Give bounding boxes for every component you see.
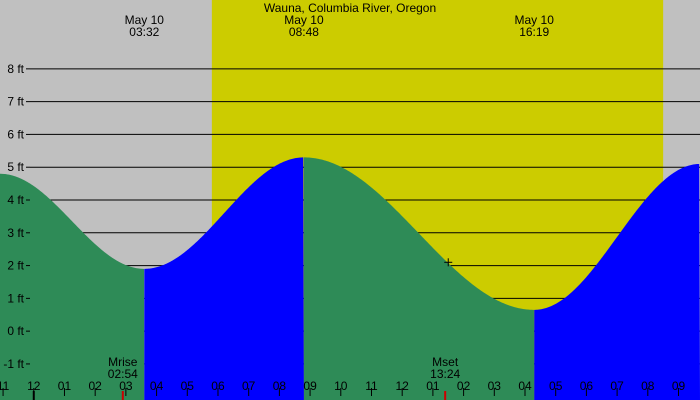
tide-extreme-time: 08:48 <box>289 25 319 39</box>
x-tick-label: 04 <box>150 379 164 393</box>
x-tick-label: 11 <box>365 379 378 393</box>
x-tick-label: 08 <box>273 379 287 393</box>
x-tick-label: 03 <box>119 379 133 393</box>
moon-event-tick <box>444 391 447 400</box>
rising-tide-segment <box>534 163 700 400</box>
moon-event-tick <box>121 391 124 400</box>
moon-event-label: Mset <box>432 355 459 369</box>
x-tick-label: 02 <box>88 379 102 393</box>
x-tick-label: 09 <box>672 379 686 393</box>
x-tick-label: 02 <box>457 379 471 393</box>
tide-extreme-date: May 10 <box>125 13 165 27</box>
x-tick-label: 12 <box>396 379 410 393</box>
x-tick-label: 08 <box>641 379 655 393</box>
x-tick-label: 04 <box>518 379 532 393</box>
chart-title: Wauna, Columbia River, Oregon <box>264 1 436 15</box>
falling-tide-segment <box>303 157 535 400</box>
y-tick-label: 1 ft <box>7 291 24 305</box>
x-tick-label: 01 <box>426 379 440 393</box>
falling-tide-segment <box>0 173 145 400</box>
tide-area <box>0 157 700 400</box>
tide-extreme-time: 16:19 <box>519 25 549 39</box>
x-tick-label: 12 <box>27 379 41 393</box>
rising-tide-segment <box>144 157 304 400</box>
x-tick-label: 07 <box>242 379 256 393</box>
y-tick-label: 7 ft <box>7 95 24 109</box>
tide-extreme-time: 03:32 <box>129 25 159 39</box>
x-tick-label: 05 <box>549 379 563 393</box>
x-tick-label: 05 <box>181 379 195 393</box>
y-tick-label: 3 ft <box>7 226 24 240</box>
y-tick-label: -1 ft <box>3 357 24 371</box>
y-tick-label: 0 ft <box>7 324 24 338</box>
x-tick-label: 11 <box>0 379 10 393</box>
current-time-marker <box>444 258 453 267</box>
tide-extreme-date: May 10 <box>515 13 555 27</box>
x-tick-label: 06 <box>580 379 594 393</box>
x-tick-label: 03 <box>488 379 502 393</box>
y-axis: 8 ft 7 ft 6 ft 5 ft 4 ft 3 ft 2 ft 1 ft 0 ft -1 f… <box>3 62 30 371</box>
x-tick-label: 01 <box>58 379 72 393</box>
x-tick-label: 09 <box>303 379 317 393</box>
y-tick-label: 2 ft <box>7 259 24 273</box>
y-tick-label: 4 ft <box>7 193 24 207</box>
moon-event-time: 13:24 <box>430 367 460 381</box>
x-tick-label: 06 <box>211 379 225 393</box>
moon-event-label: Mrise <box>108 355 138 369</box>
x-tick-label: 10 <box>334 379 348 393</box>
tide-extreme-date: May 10 <box>284 13 324 27</box>
y-tick-label: 6 ft <box>7 127 24 141</box>
y-tick-label: 5 ft <box>7 160 24 174</box>
moon-event-time: 02:54 <box>108 367 138 381</box>
y-tick-label: 8 ft <box>7 62 24 76</box>
x-axis: 11 12 01 02 03 04 05 06 07 08 09 10 11 12 01 02 03 04 05 06… <box>0 379 686 400</box>
midnight-marker <box>32 391 35 400</box>
x-tick-label: 07 <box>610 379 624 393</box>
